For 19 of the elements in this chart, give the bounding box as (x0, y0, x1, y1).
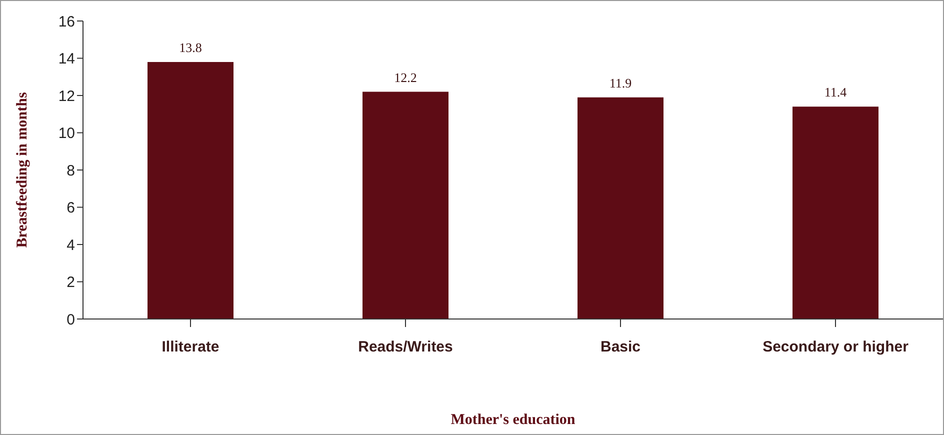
data-label: 11.4 (824, 84, 848, 100)
x-axis-title: Mother's education (450, 412, 576, 428)
y-tick-label: 0 (66, 311, 75, 328)
y-tick-label: 4 (66, 236, 75, 254)
data-label: 13.8 (179, 40, 202, 55)
x-tick-label: Basic (600, 338, 641, 356)
y-tick-label: 14 (58, 50, 75, 68)
y-tick-label: 10 (58, 125, 75, 142)
x-tick-label: Illiterate (162, 338, 220, 356)
data-label: 11.9 (609, 75, 632, 90)
y-tick-label: 6 (66, 200, 75, 217)
x-tick-label: Secondary or higher (762, 338, 909, 356)
y-tick-label: 2 (66, 274, 75, 292)
data-label: 12.2 (394, 70, 417, 85)
y-tick-label: 8 (66, 162, 75, 180)
y-tick-label: 16 (58, 13, 75, 30)
y-tick-label: 12 (58, 88, 75, 105)
x-tick-label: Reads/Writes (358, 338, 453, 356)
y-axis-title: Breastfeeding in months (14, 92, 30, 248)
